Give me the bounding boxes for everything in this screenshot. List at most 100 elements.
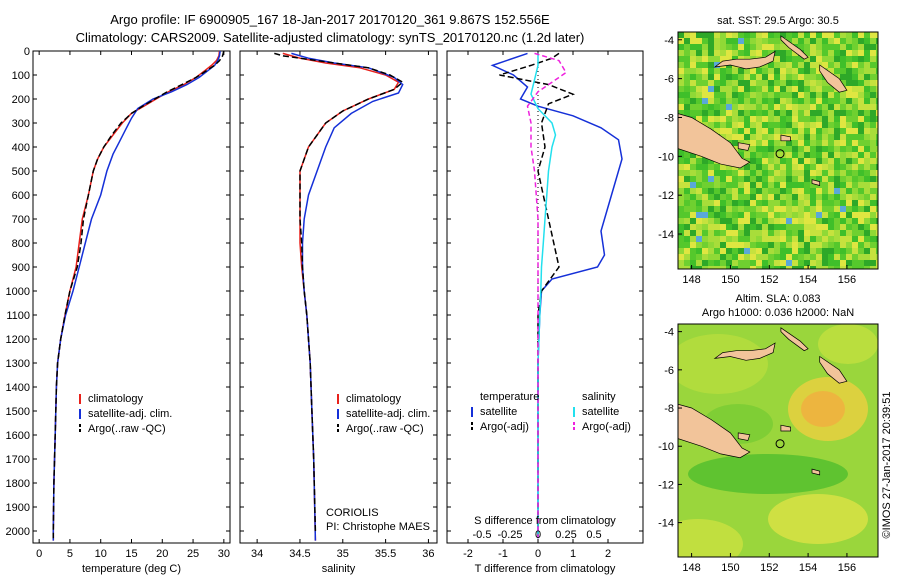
map-y-tick-label: -8	[664, 112, 674, 124]
x-axis-label: T difference from climatology	[475, 563, 616, 575]
map-x-tick-label: 156	[838, 562, 856, 574]
figure-title-line2: Climatology: CARS2009. Satellite-adjuste…	[76, 30, 585, 45]
map-title: sat. SST: 29.5 Argo: 30.5	[717, 15, 839, 27]
difference-panel: -2 -1 0 1 2 T difference from climatology S di…	[446, 50, 644, 575]
credit-pi: PI: Christophe MAES	[326, 521, 430, 533]
x-tick-label: 2	[605, 548, 611, 560]
map-y-tick-label: -6	[664, 365, 674, 377]
x-tick-label: 36	[422, 548, 434, 560]
land-bougainville	[819, 64, 848, 93]
y-tick-label: 100	[12, 70, 30, 82]
temperature-panel: 0 5 10 15 20 25 30 temperature (deg C) 0 100 200 30…	[6, 46, 231, 575]
series-line-climatology	[282, 52, 400, 541]
x-tick-label: 5	[67, 548, 73, 560]
series-line-satellite-adj-clim-	[291, 52, 404, 541]
legend-title-temperature: temperature	[480, 391, 539, 403]
map-frame	[677, 31, 879, 270]
y-tick-label: 200	[12, 94, 30, 106]
x-tick-label: 0	[535, 548, 541, 560]
imos-timestamp: ©IMOS 27-Jan-2017 20:39:51	[881, 392, 893, 539]
plot-frame	[239, 50, 438, 544]
y-tick-label: 900	[12, 262, 30, 274]
land-bougainville	[819, 355, 848, 384]
y-tick-label: 300	[12, 118, 30, 130]
x-tick-label: 35.5	[375, 548, 396, 560]
map-x-tick-label: 148	[682, 562, 700, 574]
series-line-satellite	[490, 52, 623, 539]
legend-label: satellite-adj. clim.	[346, 408, 430, 420]
s-tick-label: 0.25	[555, 529, 576, 541]
map-field	[678, 32, 878, 269]
s-tick-label: -0.5	[473, 529, 492, 541]
map-title: Altim. SLA: 0.083	[736, 293, 821, 305]
map-x-tick-label: 156	[838, 274, 856, 286]
legend-label: climatology	[346, 393, 402, 405]
map-x-tick-label: 152	[760, 562, 778, 574]
land-rossel	[811, 179, 821, 186]
map-x-tick-label: 152	[760, 274, 778, 286]
map-x-tick-label: 150	[721, 274, 739, 286]
argo-position-marker	[775, 149, 785, 159]
series-line-argo-raw-qc-	[52, 50, 225, 539]
land-new-guinea-tail	[678, 403, 751, 459]
plot-frame	[32, 50, 231, 544]
argo-position-marker	[775, 439, 785, 449]
y-tick-label: 1500	[6, 406, 30, 418]
y-tick-label: 1000	[6, 286, 30, 298]
credit-institution: CORIOLIS	[326, 507, 379, 519]
land-dentrecasteaux	[737, 142, 751, 151]
s-tick-label: 0.5	[586, 529, 601, 541]
map-y-tick-label: -10	[658, 441, 674, 453]
series-line-satellite	[530, 53, 557, 539]
legend-label: satellite	[480, 406, 517, 418]
salinity-panel: 34 34.5 35 35.5 36 salinity climatology satelli…	[239, 50, 438, 575]
map-y-tick-label: -14	[658, 229, 674, 241]
y-tick-label: 1200	[6, 334, 30, 346]
legend-label: climatology	[88, 393, 144, 405]
land-new-britain	[713, 342, 776, 361]
y-tick-label: 1100	[6, 310, 30, 322]
map-y-tick-label: -4	[664, 327, 674, 339]
x-tick-label: 10	[95, 548, 107, 560]
map-y-tick-label: -12	[658, 190, 674, 202]
map-frame	[677, 323, 879, 558]
y-tick-label: 1400	[6, 382, 30, 394]
plot-frame	[446, 50, 644, 544]
map-y-tick-label: -4	[664, 35, 674, 47]
map-y-tick-label: -14	[658, 518, 674, 530]
x-tick-label: -2	[463, 548, 473, 560]
map-field	[678, 324, 878, 557]
y-tick-label: 1300	[6, 358, 30, 370]
x-tick-label: 34.5	[289, 548, 310, 560]
legend-label: satellite	[582, 406, 619, 418]
map-x-tick-label: 154	[799, 562, 817, 574]
y-tick-label: 400	[12, 142, 30, 154]
series-line-argo-raw-qc-	[274, 52, 405, 532]
s-axis-label: S difference from climatology	[474, 515, 616, 527]
y-tick-label: 1800	[6, 478, 30, 490]
y-tick-label: 2000	[6, 526, 30, 538]
y-tick-label: 1600	[6, 430, 30, 442]
series-line-argo-adj-	[499, 52, 576, 539]
legend-title-salinity: salinity	[582, 391, 616, 403]
land-new-britain	[713, 50, 776, 70]
x-axis-label: temperature (deg C)	[82, 563, 181, 575]
x-tick-label: 1	[570, 548, 576, 560]
map-x-tick-label: 148	[682, 274, 700, 286]
x-tick-label: 35	[337, 548, 349, 560]
series-line-satellite-adj-clim-	[52, 50, 221, 541]
y-tick-label: 600	[12, 190, 30, 202]
series-line-climatology	[52, 50, 221, 541]
legend-label: Argo(..raw -QC)	[88, 423, 166, 435]
y-tick-label: 1700	[6, 454, 30, 466]
x-tick-label: 0	[36, 548, 42, 560]
land-new-ireland	[780, 327, 809, 352]
map-y-tick-label: -8	[664, 403, 674, 415]
figure-title-line1: Argo profile: IF 6900905_167 18-Jan-2017…	[110, 12, 550, 27]
land-dentrecasteaux	[737, 432, 751, 441]
land-new-guinea-tail	[678, 113, 751, 169]
map-y-tick-label: -12	[658, 479, 674, 491]
sla-map-panel: 148 150 152 154 156 -4 -6 -8 -10 -12 -14 Altim. SLA…	[658, 293, 879, 574]
sst-map-panel: 148 150 152 154 156 -4 -6 -8 -10 -12 -14 sat. SST: …	[658, 15, 879, 286]
